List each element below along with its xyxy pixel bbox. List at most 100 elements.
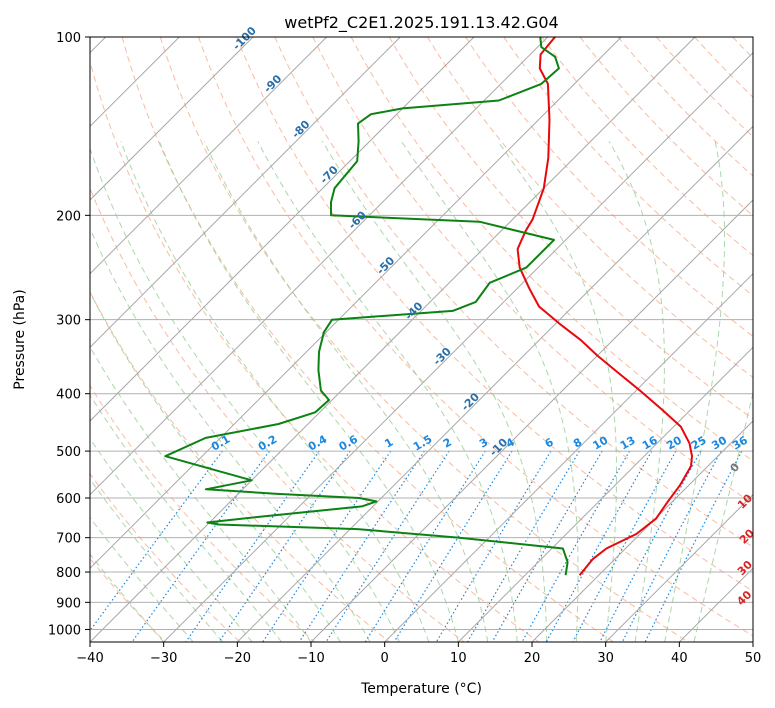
mixing-ratio-label: 13 [618,434,638,453]
moist-adiabat [90,478,223,642]
mixing-ratio-line [131,450,270,642]
dry-adiabat [694,37,753,98]
mixing-ratio-line [435,450,552,642]
mixing-ratio-label: 0.2 [256,433,279,454]
x-tick-label: −10 [297,651,324,666]
isotherm-line [90,37,475,422]
y-tick-label: 200 [56,209,81,224]
moist-adiabat [608,141,665,642]
y-axis: 1000 900 800 700 600 500 400 300 200 100 [48,31,90,638]
mixing-ratio-label: 8 [571,436,584,451]
isotherm-label: -50 [374,254,397,277]
moist-adiabat [90,345,312,642]
dry-adiabat [465,37,753,337]
y-tick-label: 400 [56,388,81,403]
isotherm-line [531,420,753,642]
mixing-ratio-line [572,450,677,642]
y-tick-label: 500 [56,445,81,460]
dry-adiabat [274,37,753,548]
dry-adiabat [312,37,753,505]
background-lines [90,37,775,642]
dry-adiabat [771,37,775,642]
mixing-ratio-line [325,450,450,642]
x-tick-label: −40 [76,651,103,666]
mixing-ratio-label: 36 [730,433,750,452]
isotherm-label: -80 [289,118,312,141]
isotherm-line [163,51,753,642]
x-tick-label: 50 [745,651,762,666]
dry-adiabat [90,186,465,642]
sounding-profiles [164,37,693,576]
x-tick-label: −30 [150,651,177,666]
plot-frame [89,36,754,643]
y-tick-label: 1000 [48,623,81,638]
mixing-ratio-label: 0.6 [337,432,361,453]
dry-adiabat [236,37,753,592]
dry-adiabat [503,37,753,297]
isotherm-line [90,37,696,642]
isotherm-label: -100 [230,24,259,53]
dry-adiabat [198,37,753,637]
dry-adiabat [159,37,689,642]
x-tick-label: 10 [450,651,467,666]
isotherm-line [605,493,753,642]
moist-adiabat [90,553,165,642]
dry-adiabat [90,472,241,642]
dry-adiabat [90,291,390,642]
isotherm-line [90,37,622,570]
mixing-ratio-line [599,450,702,642]
moist-adiabat [120,141,430,642]
dry-adiabat [350,37,753,462]
isotherm-line [90,37,254,201]
moist-adiabat-label: 30 [735,558,755,578]
dry-adiabat [656,37,753,138]
dry-adiabat [90,59,540,642]
moist-adiabat-label: 20 [737,526,757,546]
isotherm-line [236,125,753,642]
x-tick-label: 30 [597,651,614,666]
isotherm-line [90,37,401,349]
mixing-ratio-line [545,450,653,642]
mixing-ratio-line [466,450,580,642]
dry-adiabat [426,37,753,378]
mixing-ratio-line [364,450,486,642]
mixing-ratio-line [491,450,603,642]
isotherm-label: -30 [431,345,454,368]
isotherm-line [90,37,328,275]
dry-adiabat [90,384,316,642]
mixing-ratio-line [621,450,722,642]
mixing-ratio-line [521,450,631,642]
x-tick-label: 0 [381,651,389,666]
isotherm-label: -90 [261,72,284,95]
x-tick-label: 20 [524,651,541,666]
mixing-ratio-label: 30 [709,433,729,452]
y-tick-label: 800 [56,566,81,581]
y-tick-label: 600 [56,492,81,507]
pressure-gridlines [90,37,753,630]
moist-adiabat [257,141,518,642]
x-axis-label: Temperature (°C) [360,681,482,697]
dry-adiabat [121,37,614,642]
mixing-ratio-line [185,450,320,642]
y-axis-label: Pressure (hPa) [12,289,28,389]
mixing-ratio-label: 25 [689,434,709,453]
mixing-ratio-label: 2 [441,436,454,451]
moist-adiabat [693,390,753,642]
isotherm-label: -60 [346,208,369,231]
moist-adiabat-label: 10 [735,491,755,511]
mixing-ratio-label: 20 [664,433,684,452]
mixing-ratio-label: 0.4 [306,432,330,453]
x-tick-label: −20 [224,651,251,666]
isotherm-line [678,567,753,642]
dry-adiabat [541,37,753,257]
mixing-ratio-line [218,450,351,642]
y-tick-label: 300 [56,314,81,329]
y-tick-label: 900 [56,596,81,611]
dewpoint-profile [164,37,569,576]
y-tick-label: 700 [56,532,81,547]
mixing-ratio-label: 1 [382,436,395,451]
isotherm-line [310,199,753,642]
x-tick-label: 40 [671,651,688,666]
dry-adiabat [732,37,753,59]
